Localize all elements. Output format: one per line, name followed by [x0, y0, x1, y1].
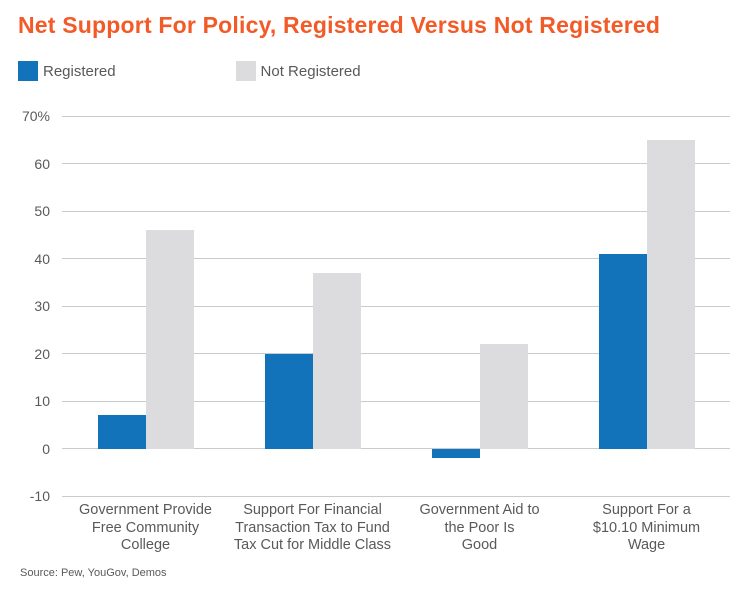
- y-axis-tick-label: 60: [34, 155, 50, 172]
- bar-not-registered: [145, 230, 194, 449]
- registered-swatch-icon: [18, 61, 38, 81]
- bar-registered: [264, 353, 313, 449]
- x-axis-category-label: Support For a $10.10 Minimum Wage: [592, 502, 701, 553]
- y-axis-tick-label: 10: [34, 393, 50, 409]
- source-note: Source: Pew, YouGov, Demos: [20, 567, 167, 579]
- y-axis-tick-label: 70%: [21, 108, 50, 124]
- legend-label-registered: Registered: [43, 62, 116, 80]
- x-axis-category-label: Government Provide Free Community Colleg…: [79, 502, 212, 553]
- gridline: [62, 305, 730, 307]
- gridline: [62, 115, 730, 117]
- bar-not-registered: [646, 139, 695, 449]
- legend: Registered Not Registered: [18, 61, 361, 81]
- gridline: [62, 400, 730, 402]
- x-axis-category-label: Support For Financial Transaction Tax to…: [233, 502, 392, 553]
- bar-registered: [97, 415, 146, 449]
- not-registered-swatch-icon: [235, 61, 256, 81]
- y-axis-tick-label: 0: [42, 440, 50, 457]
- y-axis-tick-label: 50: [34, 203, 50, 219]
- gridline: [62, 448, 730, 449]
- y-axis-tick-label: 30: [34, 298, 50, 314]
- bar-registered: [598, 253, 647, 449]
- gridline: [62, 163, 730, 164]
- chart-title: Net Support For Policy, Registered Versu…: [18, 12, 661, 38]
- legend-label-not-registered: Not Registered: [260, 62, 361, 80]
- y-axis-tick-label: 40: [34, 250, 50, 267]
- gridline: [62, 210, 730, 212]
- y-axis-tick-label: -10: [29, 488, 50, 504]
- bar-registered: [431, 448, 480, 458]
- gridline: [62, 353, 730, 354]
- gridline: [62, 258, 730, 259]
- gridline: [62, 495, 730, 497]
- legend-item-not-registered: Not Registered: [235, 61, 361, 81]
- bar-not-registered: [312, 272, 361, 449]
- y-axis-tick-label: 20: [34, 345, 50, 362]
- legend-item-registered: Registered: [18, 61, 116, 81]
- x-axis-category-label: Government Aid to the Poor Is Good: [419, 502, 540, 553]
- bar-not-registered: [479, 344, 528, 449]
